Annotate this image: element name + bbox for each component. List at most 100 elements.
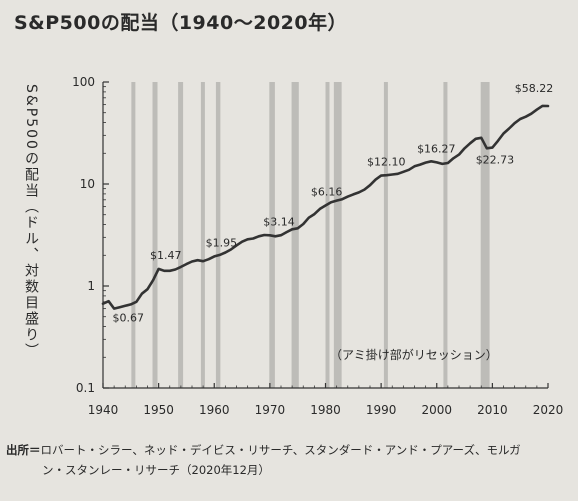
data-point-1996 — [413, 165, 416, 168]
data-point-1944 — [124, 304, 127, 307]
data-point-1977 — [307, 216, 310, 219]
data-label-1: $1.47 — [150, 249, 182, 262]
data-point-1993 — [396, 172, 399, 175]
source-label: 出所＝ — [6, 443, 41, 457]
data-point-2010 — [491, 146, 494, 149]
data-point-1940 — [102, 302, 104, 305]
data-point-2005 — [463, 147, 466, 150]
data-point-1943 — [118, 306, 121, 309]
x-tick-label-3: 1970 — [255, 403, 286, 417]
data-point-1968 — [257, 235, 260, 238]
data-point-2013 — [508, 127, 510, 130]
data-point-1986 — [357, 191, 360, 194]
data-point-1947 — [141, 292, 143, 295]
series-line-group — [101, 104, 550, 310]
data-point-2003 — [452, 157, 455, 160]
data-point-2019 — [541, 105, 544, 107]
x-tick-label-0: 1940 — [88, 403, 119, 417]
data-label-3: $3.14 — [263, 215, 295, 228]
source-line-1: 出所＝ロバート・シラー、ネッド・デイビス・リサーチ、スタンダード・アンド・プアー… — [6, 442, 521, 458]
data-point-1983 — [341, 198, 344, 201]
data-point-1965 — [241, 240, 243, 243]
data-point-1954 — [179, 265, 182, 268]
data-point-2014 — [513, 122, 516, 125]
data-point-1948 — [146, 288, 149, 291]
x-tick-label-8: 2020 — [533, 403, 564, 417]
recession-band-0 — [131, 82, 136, 388]
recession-band-9 — [383, 82, 388, 388]
data-label-6: $16.27 — [417, 142, 456, 155]
x-tick-label-5: 1990 — [366, 403, 397, 417]
recession-band-3 — [200, 82, 205, 388]
data-point-1994 — [402, 170, 405, 173]
x-tick-label-6: 2000 — [421, 403, 452, 417]
recession-note: （アミ掛け部がリセッション） — [330, 347, 498, 362]
data-point-1981 — [330, 201, 332, 204]
data-point-1990 — [380, 174, 383, 177]
x-tick-label-1: 1950 — [143, 403, 174, 417]
data-point-2004 — [458, 153, 460, 156]
data-point-1950 — [157, 268, 160, 270]
data-point-1963 — [230, 248, 232, 251]
data-point-2009 — [485, 147, 488, 150]
data-label-4: $6.16 — [311, 185, 343, 198]
chart-axes: 0.1 1 10 100 1940 1950 1960 1970 1980 1990 2000 201… — [72, 75, 563, 417]
data-point-1974 — [291, 228, 294, 231]
y-tick-label-2: 10 — [80, 177, 95, 191]
data-point-1945 — [129, 303, 132, 306]
data-label-0: $0.67 — [113, 312, 145, 325]
data-point-2020 — [547, 105, 549, 107]
x-tick-label-7: 2010 — [477, 403, 508, 417]
data-point-2007 — [474, 137, 477, 140]
data-label-2: $1.95 — [206, 236, 238, 249]
recession-band-8 — [333, 82, 342, 388]
data-point-2017 — [530, 112, 533, 115]
data-point-1989 — [374, 178, 377, 181]
recession-band-1 — [152, 82, 158, 388]
data-point-2008 — [480, 136, 483, 139]
recession-band-7 — [325, 82, 330, 388]
data-point-1979 — [319, 208, 321, 210]
data-point-1992 — [391, 173, 394, 176]
data-point-1949 — [152, 279, 154, 282]
data-point-1958 — [202, 260, 205, 263]
data-point-1962 — [224, 251, 227, 254]
data-point-1941 — [107, 300, 110, 303]
data-label-7: $22.73 — [476, 154, 515, 167]
data-point-1957 — [196, 259, 199, 262]
data-point-1969 — [263, 234, 266, 236]
data-labels: $0.67 $1.47 $1.95 $3.14 $6.16 $12.10 $16.27 $22… — [113, 82, 554, 325]
data-point-1961 — [218, 253, 221, 256]
data-point-1960 — [213, 255, 216, 258]
data-point-2011 — [497, 140, 499, 142]
data-point-1991 — [385, 174, 388, 177]
y-tick-label-0: 0.1 — [76, 381, 95, 395]
data-point-1995 — [408, 168, 410, 171]
data-point-1959 — [207, 258, 210, 261]
recession-band-10 — [443, 82, 448, 388]
data-point-1955 — [185, 263, 188, 265]
data-label-8: $58.22 — [515, 82, 554, 95]
recession-band-2 — [178, 82, 184, 388]
data-point-2016 — [524, 115, 527, 118]
data-point-1956 — [191, 260, 193, 263]
data-point-1976 — [302, 223, 305, 225]
data-point-1970 — [268, 234, 271, 237]
y-axis-label: S&P500の配当（ドル、対数目盛り） — [23, 84, 39, 359]
data-point-1967 — [252, 237, 255, 240]
data-point-1964 — [235, 244, 238, 247]
data-point-1984 — [346, 195, 349, 198]
data-point-2000 — [435, 161, 438, 164]
data-point-2015 — [519, 118, 522, 120]
x-tick-label-2: 1960 — [199, 403, 230, 417]
data-point-1966 — [246, 238, 249, 241]
data-point-2002 — [446, 162, 449, 164]
data-point-1980 — [324, 204, 327, 207]
source-text-1: ロバート・シラー、ネッド・デイビス・リサーチ、スタンダード・アンド・プアーズ、モ… — [40, 443, 521, 457]
data-point-2012 — [502, 132, 505, 135]
data-point-1973 — [285, 231, 288, 233]
recession-shading — [131, 82, 490, 388]
data-point-1951 — [163, 269, 166, 272]
chart-title: S&P500の配当（1940〜2020年） — [14, 12, 348, 34]
